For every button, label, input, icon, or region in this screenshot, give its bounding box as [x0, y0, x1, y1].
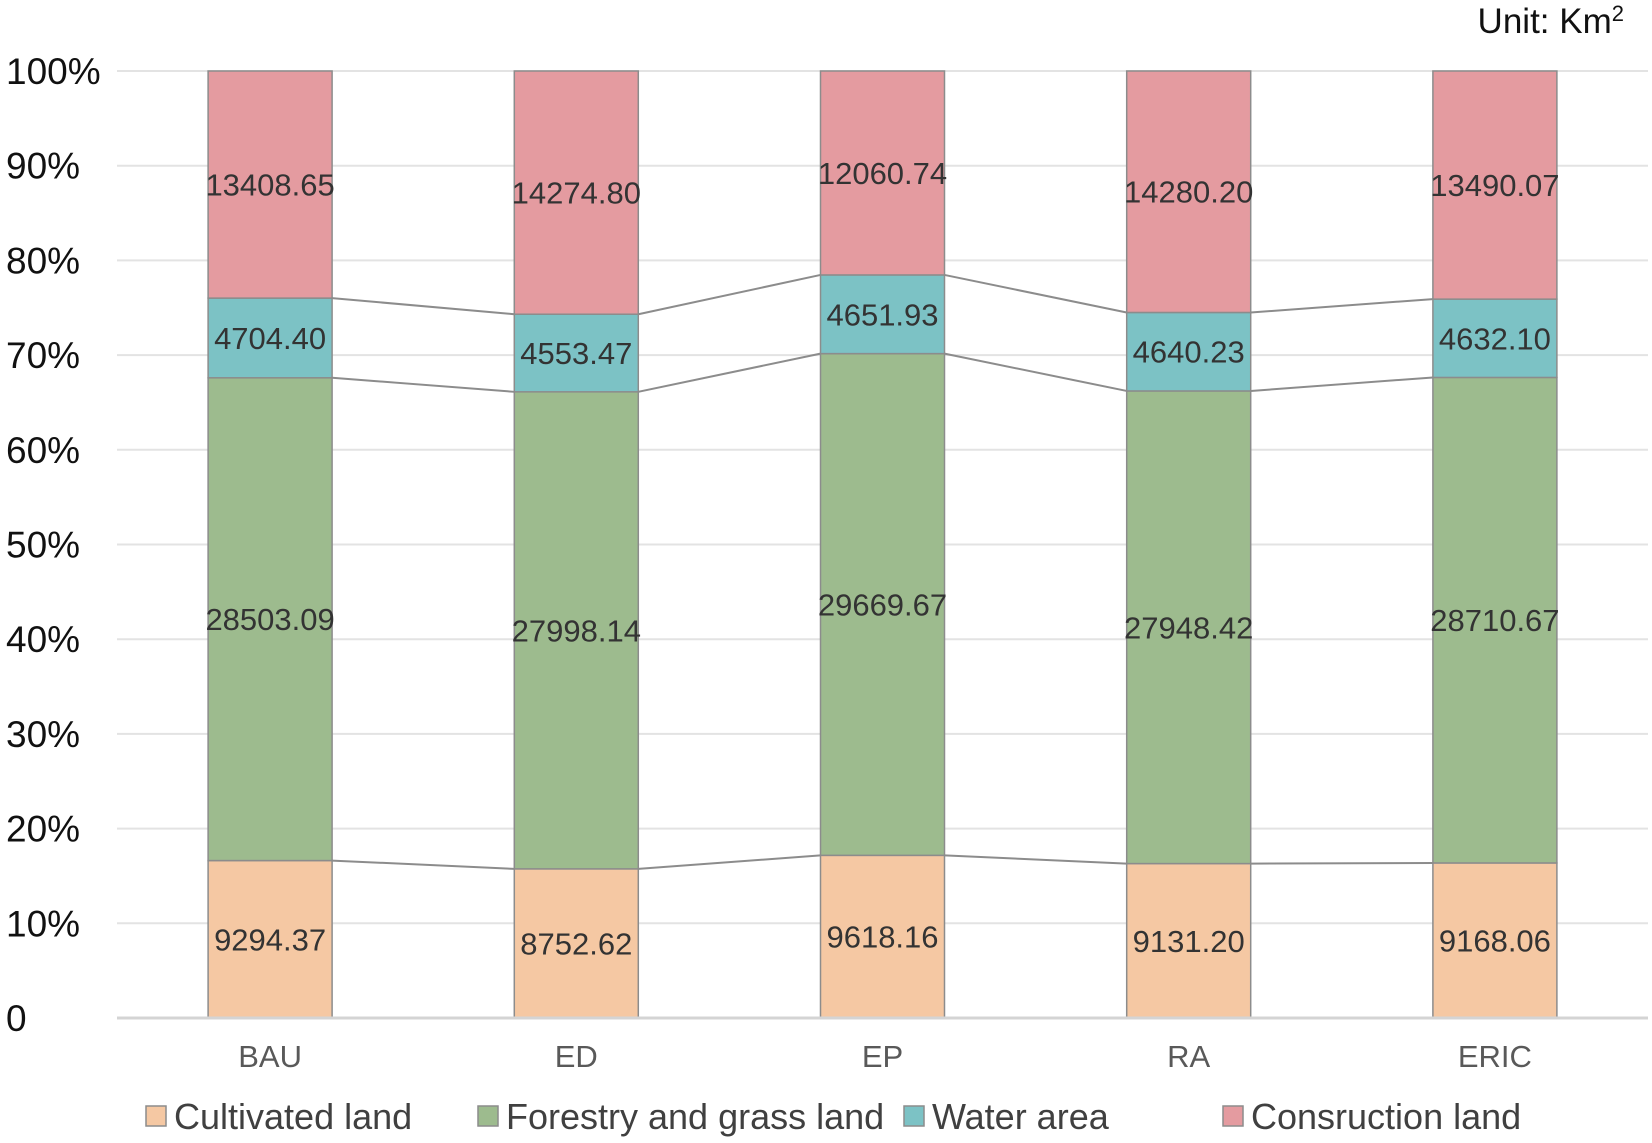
legend: Cultivated land Forestry and grass land Wa…: [145, 1096, 1521, 1137]
bar-segment: [1432, 376, 1558, 864]
data-label: 14280.20: [1124, 175, 1253, 210]
data-label: 14274.80: [512, 176, 641, 211]
legend-swatch: [145, 1105, 167, 1127]
legend-label: Cultivated land: [174, 1096, 412, 1137]
x-tick-label: RA: [1167, 1039, 1210, 1074]
series-connector-line: [332, 859, 515, 870]
y-tick-label: 10%: [6, 903, 80, 944]
data-label: 12060.74: [818, 156, 947, 191]
data-label: 13408.65: [205, 168, 334, 203]
bar-segment: [819, 274, 946, 355]
bar-segment: [819, 70, 946, 276]
legend-swatch: [903, 1105, 925, 1127]
y-tick-label: 50%: [6, 525, 80, 566]
series-connector-line: [1250, 298, 1433, 314]
series-connector-line: [638, 854, 821, 870]
bar-segment: [207, 70, 333, 299]
bar-segment: [207, 297, 333, 379]
legend-label: Forestry and grass land: [506, 1096, 884, 1137]
y-tick-label: 40%: [6, 619, 80, 660]
bar-segment: [513, 70, 640, 315]
bar-segment: [1432, 862, 1558, 1019]
series-connector-line: [638, 352, 821, 393]
series-connector-line: [1250, 376, 1433, 392]
series-connector-line: [944, 273, 1127, 314]
x-tick-label: ED: [555, 1039, 598, 1074]
y-tick-label: 80%: [6, 240, 80, 281]
data-label: 9618.16: [826, 920, 938, 955]
bar-segment: [1125, 311, 1252, 392]
legend-label: Water area: [932, 1096, 1110, 1137]
bar-segment: [1125, 862, 1252, 1019]
axes: 0 10% 20% 30% 40% 50% 60% 70% 80% 90% 100% BAU ED EP R…: [6, 51, 1648, 1074]
data-label: 9131.20: [1133, 924, 1245, 959]
bar-segment: [1125, 390, 1252, 865]
data-label: 9294.37: [214, 922, 326, 957]
legend-label: Consruction land: [1251, 1096, 1521, 1137]
data-labels: 9294.37 28503.09 4704.40 13408.65 8752.62 279…: [205, 156, 1559, 961]
y-tick-label: 70%: [6, 335, 80, 376]
series-connector-line: [944, 854, 1127, 865]
y-tick-label: 100%: [6, 51, 101, 92]
data-label: 4553.47: [520, 336, 632, 371]
bar-segment: [1125, 70, 1252, 314]
data-label: 8752.62: [520, 926, 632, 961]
series-connector-line: [1250, 861, 1433, 865]
y-tick-label: 20%: [6, 809, 80, 850]
data-label: 28503.09: [205, 602, 334, 637]
data-label: 29669.67: [818, 587, 947, 622]
data-label: 4632.10: [1439, 321, 1551, 356]
data-label: 4640.23: [1133, 335, 1245, 370]
x-tick-label: EP: [862, 1039, 903, 1074]
bar-segment: [513, 868, 640, 1019]
y-tick-label: 60%: [6, 430, 80, 471]
data-label: 13490.07: [1430, 168, 1559, 203]
bar-segment: [513, 313, 640, 393]
bar-segment: [1432, 298, 1558, 379]
bar-segment: [1432, 70, 1558, 300]
bar-segment: [819, 352, 946, 857]
legend-swatch: [477, 1105, 499, 1127]
bar-segment: [513, 391, 640, 870]
bar-segments: [207, 70, 1558, 1019]
bar-segment: [819, 854, 946, 1019]
data-label: 27998.14: [512, 613, 641, 648]
data-label: 4704.40: [214, 321, 326, 356]
series-connector-line: [638, 273, 821, 316]
x-tick-label: BAU: [238, 1039, 302, 1074]
series-connector-line: [944, 352, 1127, 392]
data-label: 4651.93: [826, 297, 938, 332]
y-tick-label: 90%: [6, 146, 80, 187]
unit-label: Unit: Km2: [1478, 1, 1624, 41]
data-label: 9168.06: [1439, 923, 1551, 958]
series-connector-lines: [332, 273, 1433, 870]
legend-swatch: [1222, 1105, 1244, 1127]
bar-segment: [207, 377, 333, 862]
y-tick-label: 30%: [6, 714, 80, 755]
data-label: 28710.67: [1430, 603, 1559, 638]
y-tick-label: 0: [6, 998, 27, 1039]
data-label: 27948.42: [1124, 610, 1253, 645]
x-tick-label: ERIC: [1458, 1039, 1532, 1074]
series-connector-line: [332, 297, 515, 316]
series-connector-line: [332, 376, 515, 393]
